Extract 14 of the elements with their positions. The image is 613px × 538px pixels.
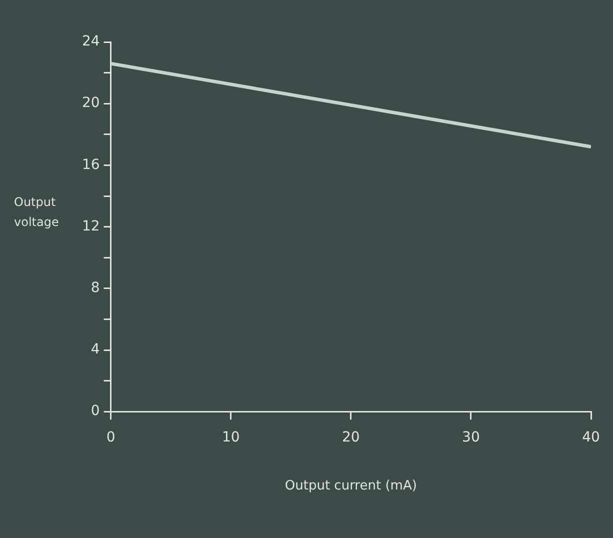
x-tick-label: 0 xyxy=(106,430,116,446)
x-tick-label: 40 xyxy=(582,430,600,446)
y-tick-label: 24 xyxy=(82,34,100,50)
y-axis-title: Output voltage xyxy=(14,194,59,229)
y-tick-label: 16 xyxy=(82,156,100,173)
y-tick-label: 12 xyxy=(82,218,100,234)
x-tick-label: 20 xyxy=(342,430,360,446)
y-tick-label: 0 xyxy=(90,403,100,420)
y-tick-label: 4 xyxy=(90,342,100,358)
x-tick-label: 10 xyxy=(222,430,240,446)
y-tick-label: 20 xyxy=(82,95,100,112)
x-axis-title: Output current (mA) xyxy=(284,478,417,494)
y-tick-label: 8 xyxy=(90,280,100,296)
x-tick-label: 30 xyxy=(462,430,480,446)
